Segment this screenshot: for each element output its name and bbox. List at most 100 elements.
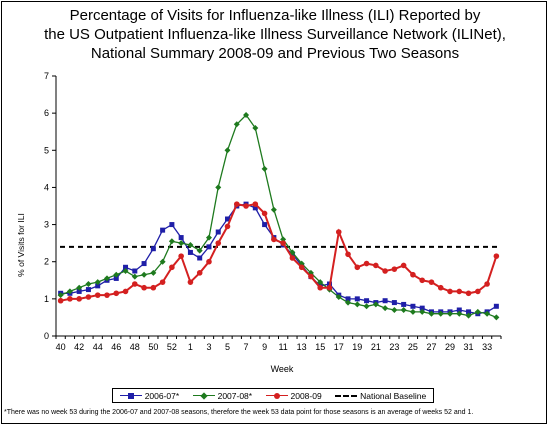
- data-point: [270, 206, 277, 213]
- legend-item-2007-08: 2007-08*: [192, 390, 253, 401]
- chart-title-line-2: the US Outpatient Influenza-like Illness…: [44, 26, 506, 43]
- data-point: [215, 240, 222, 246]
- data-point: [252, 201, 259, 207]
- data-point: [409, 308, 416, 315]
- y-tick-label: 0: [44, 331, 49, 341]
- data-point: [94, 292, 101, 298]
- data-point: [113, 275, 119, 281]
- x-tick-label: 25: [408, 342, 418, 352]
- data-point: [410, 271, 416, 278]
- data-point: [225, 216, 231, 222]
- series-200809: [57, 201, 500, 304]
- data-point: [233, 201, 240, 207]
- data-point: [132, 281, 138, 287]
- data-point: [474, 308, 481, 315]
- data-point: [103, 275, 110, 282]
- data-point: [196, 247, 203, 254]
- legend-item-2008-09: 2008-09: [265, 391, 322, 401]
- data-point: [308, 273, 314, 280]
- data-point: [345, 299, 352, 306]
- x-tick-label: 11: [278, 342, 287, 352]
- data-point: [178, 235, 184, 241]
- circle-marker-icon: [265, 392, 288, 400]
- y-axis-label: % of Visits for ILI: [16, 213, 26, 277]
- data-point: [113, 271, 120, 278]
- x-tick-label: 17: [334, 342, 344, 352]
- data-point: [400, 262, 407, 269]
- data-point: [465, 312, 472, 319]
- x-tick-label: 7: [244, 342, 249, 352]
- chart-title-line-1: Percentage of Visits for Influenza-like …: [69, 7, 481, 24]
- data-point: [187, 249, 193, 255]
- data-point: [123, 264, 129, 270]
- data-point: [437, 284, 444, 291]
- data-point: [122, 288, 129, 295]
- data-point: [85, 287, 91, 293]
- data-point: [85, 294, 92, 300]
- data-point: [391, 307, 398, 313]
- square-marker-icon: [119, 392, 142, 400]
- series-line: [60, 113, 497, 319]
- data-point: [243, 112, 250, 118]
- legend-item-baseline: National Baseline: [335, 391, 426, 401]
- series-line: [60, 202, 498, 302]
- data-point: [243, 203, 249, 209]
- legend-label-2007-08: 2007-08*: [217, 390, 253, 401]
- data-point: [447, 310, 454, 317]
- x-tick-label: 44: [93, 342, 103, 352]
- data-point: [335, 294, 342, 300]
- x-tick-label: 1: [188, 342, 193, 352]
- x-tick-label: 40: [56, 342, 66, 352]
- data-point: [104, 292, 110, 298]
- data-point: [150, 284, 157, 291]
- data-point: [382, 268, 388, 274]
- data-point: [280, 240, 286, 246]
- data-point: [224, 223, 231, 230]
- x-tick-label: 15: [315, 342, 325, 352]
- data-point: [363, 260, 370, 267]
- data-point: [345, 296, 351, 302]
- data-point: [354, 264, 361, 271]
- data-point: [262, 222, 268, 228]
- data-point: [363, 303, 370, 310]
- data-point: [456, 310, 463, 317]
- dashed-line-icon: [335, 392, 358, 400]
- data-point: [169, 222, 175, 228]
- data-point: [456, 307, 462, 313]
- data-point: [493, 253, 500, 259]
- data-point: [150, 246, 156, 252]
- data-point: [57, 297, 64, 304]
- data-point: [94, 279, 101, 286]
- series-line: [60, 203, 497, 315]
- chart-legend: 2006-07* 2007-08* 2008-09 National Basel…: [112, 388, 434, 403]
- chart-title: Percentage of Visits for Influenza-like …: [2, 6, 548, 63]
- x-tick-label: 33: [482, 342, 492, 352]
- y-tick-label: 3: [44, 220, 49, 230]
- data-point: [252, 205, 258, 211]
- x-tick-label: 42: [74, 342, 84, 352]
- data-point: [298, 264, 305, 271]
- data-point: [354, 296, 360, 302]
- data-point: [132, 268, 138, 274]
- data-point: [252, 125, 259, 131]
- x-tick-label: 13: [297, 342, 307, 352]
- x-tick-label: 27: [426, 342, 436, 352]
- data-point: [178, 240, 185, 247]
- data-point: [159, 258, 166, 265]
- data-point: [141, 261, 147, 267]
- data-point: [466, 309, 472, 315]
- series-200708: [57, 112, 500, 321]
- legend-label-baseline: National Baseline: [360, 390, 427, 401]
- data-point: [76, 284, 83, 291]
- data-point: [76, 296, 82, 302]
- series-layer: [57, 112, 500, 321]
- data-point: [215, 184, 222, 191]
- data-point: [400, 307, 407, 313]
- chart-title-line-3: National Summary 2008-09 and Previous Tw…: [90, 45, 460, 62]
- y-tick-label: 2: [44, 257, 49, 267]
- data-point: [206, 258, 212, 265]
- data-point: [289, 255, 296, 261]
- data-point: [419, 305, 425, 311]
- y-tick-label: 1: [44, 294, 49, 304]
